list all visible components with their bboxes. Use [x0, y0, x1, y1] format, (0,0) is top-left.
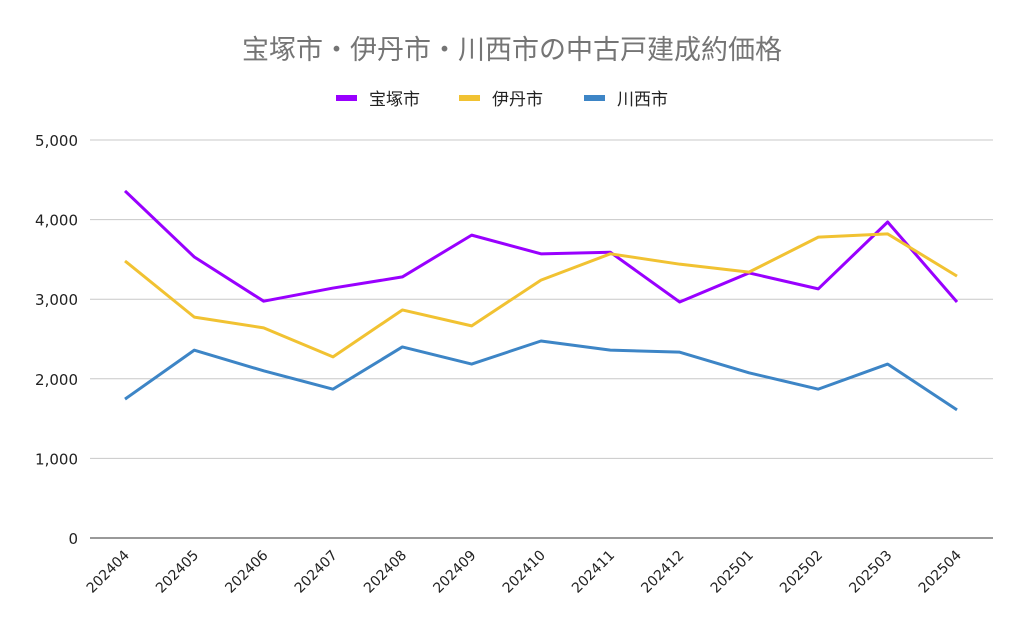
- x-tick-label: 202502: [777, 548, 826, 597]
- legend-label: 川西市: [617, 90, 668, 110]
- legend: 宝塚市 伊丹市 川西市: [336, 90, 668, 110]
- y-tick-label: 3,000: [35, 291, 78, 309]
- series-line-川西市: [124, 339, 958, 412]
- x-tick-label: 202406: [222, 547, 271, 596]
- x-tick-label: 202410: [500, 548, 549, 597]
- x-tick-label: 202409: [430, 548, 479, 597]
- x-tick-label: 202407: [292, 548, 341, 597]
- legend-label: 宝塚市: [369, 90, 420, 110]
- x-tick-label: 202412: [638, 548, 687, 597]
- x-axis: 202404 202405 202406 202407 202408 202409 2024…: [84, 547, 965, 596]
- legend-swatch: [336, 95, 357, 101]
- y-tick-label: 0: [68, 530, 78, 548]
- x-tick-label: 202501: [708, 548, 757, 597]
- legend-label: 伊丹市: [492, 90, 543, 110]
- y-tick-label: 1,000: [35, 450, 78, 468]
- series-line-宝塚市: [123, 189, 959, 304]
- y-tick-label: 4,000: [35, 212, 78, 230]
- series-line-伊丹市: [124, 232, 958, 359]
- x-tick-label: 202411: [569, 548, 618, 597]
- y-tick-label: 5,000: [35, 132, 78, 150]
- legend-swatch: [459, 95, 480, 101]
- legend-swatch: [584, 95, 605, 101]
- x-tick-label: 202405: [153, 548, 202, 597]
- x-tick-label: 202503: [846, 548, 895, 597]
- x-tick-label: 202408: [361, 548, 410, 597]
- x-tick-label: 202504: [916, 547, 965, 596]
- y-axis: 0 1,000 2,000 3,000 4,000 5,000: [35, 132, 78, 548]
- gridlines: [90, 139, 993, 539]
- chart-title: 宝塚市・伊丹市・川西市の中古戸建成約価格: [242, 35, 782, 66]
- series-lines: [123, 189, 959, 412]
- y-tick-label: 2,000: [35, 371, 78, 389]
- x-tick-label: 202404: [84, 547, 133, 596]
